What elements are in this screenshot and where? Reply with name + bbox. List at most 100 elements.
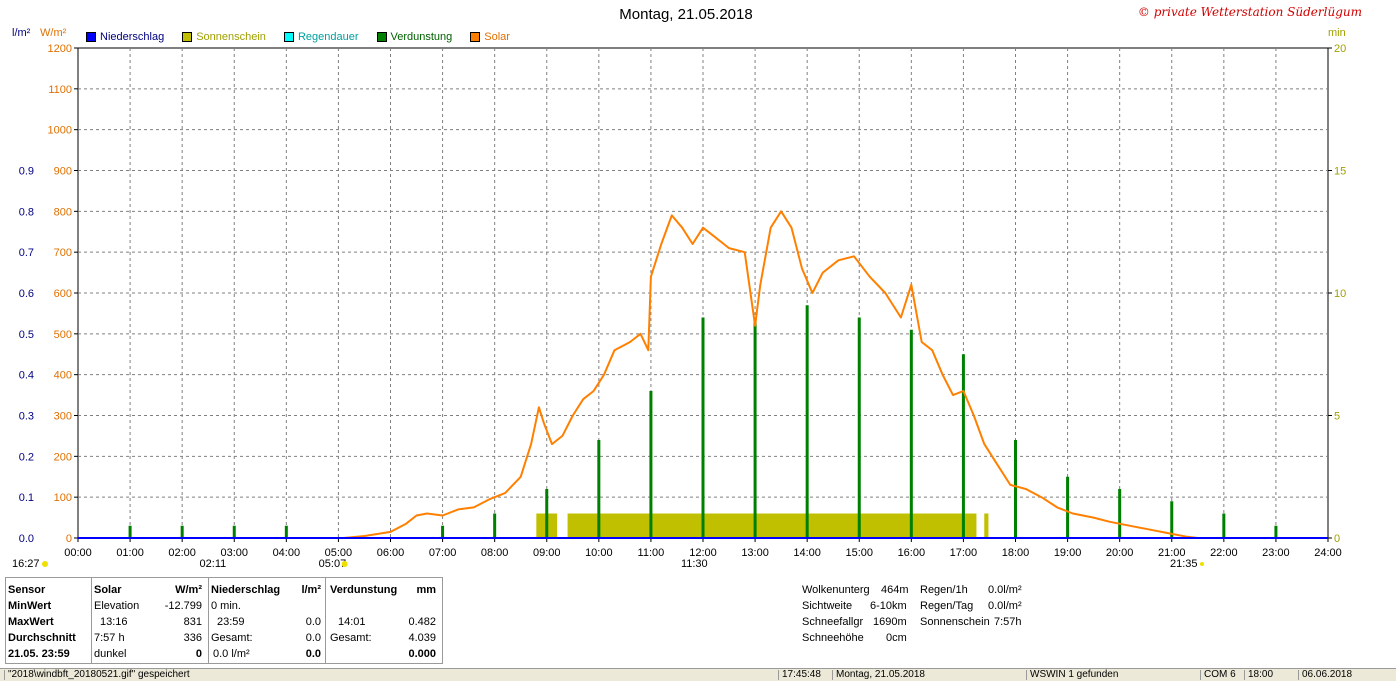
y-tick-label-precip: 0.6 [19,288,34,300]
verdunstung-spike [232,525,236,538]
x-tick-label: 02:00 [168,547,196,559]
x-tick-label: 06:00 [377,547,405,559]
verdunstung-spike [1066,476,1070,538]
sonnenschein-bar [984,513,989,538]
legend-item-niederschlag[interactable]: Niederschlag [86,31,164,43]
stats-col-verdunstung: Verdunstung mm 14:01 0.482 Gesamt: 4.039… [330,584,436,660]
y-tick-label-minutes: 15 [1334,166,1346,178]
legend-item-regendauer[interactable]: Regendauer [283,31,359,43]
status-date: Montag, 21.05.2018 [832,670,1026,680]
unit-solar: W/m² [40,27,67,39]
x-tick-label: 21:00 [1158,547,1186,559]
verdunstung-spike [493,513,497,538]
copyright-text: © private Wetterstation Süderlügum [1137,5,1362,19]
verdunstung-spike [597,440,601,538]
x-tick-label: 09:00 [533,547,561,559]
verdunstung-spike [128,525,132,538]
stats-col-sensor: Sensor MinWert MaxWert Durchschnitt 21.0… [8,584,76,660]
y-tick-label-precip: 0.0 [19,533,34,545]
y-tick-label-precip: 0.1 [19,492,34,504]
stats-divider [325,578,326,663]
verdunstung-spike [441,525,445,538]
y-tick-label-minutes: 0 [1334,533,1340,545]
solar-line [343,210,1198,539]
y-tick-label-solar: 400 [54,370,72,382]
verdunstung-spike [1274,525,1278,538]
y-tick-label-solar: 100 [54,492,72,504]
x-tick-label: 04:00 [273,547,301,559]
verdunstung-spike [1222,513,1226,538]
unit-minutes: min [1328,27,1346,39]
y-tick-label-solar: 1200 [48,43,72,55]
x-tick-label: 17:00 [950,547,978,559]
chart-title: Montag, 21.05.2018 [619,6,753,23]
verdunstung-spike [857,317,861,538]
stats-divider [91,578,92,663]
verdunstung-spike [909,329,913,538]
legend-swatch [283,32,294,42]
verdunstung-spike [1170,501,1174,538]
status-com: COM 6 [1200,670,1244,680]
y-tick-label-precip: 0.2 [19,451,34,463]
y-tick-label-precip: 0.9 [19,166,34,178]
legend-item-verdunstung[interactable]: Verdunstung [376,31,452,43]
x-tick-label: 11:00 [638,547,665,559]
status-clock: 18:00 [1244,670,1298,680]
marker-label: 21:35 [1170,558,1198,570]
marker-label: 05:07 [319,558,347,570]
y-tick-label-solar: 0 [66,533,72,545]
status-time: 17:45:48 [778,670,832,680]
verdunstung-spike [701,317,705,538]
y-tick-label-solar: 500 [54,329,72,341]
y-tick-label-solar: 1100 [48,84,72,96]
verdunstung-spike [180,525,184,538]
x-tick-label: 24:00 [1314,547,1342,559]
y-tick-label-precip: 0.8 [19,206,34,218]
verdunstung-spike [649,391,653,538]
x-tick-label: 05:00 [325,547,353,559]
status-file: "2018\windbft_20180521.gif" gespeichert [4,670,778,680]
y-tick-label-solar: 800 [54,206,72,218]
x-tick-label: 22:00 [1210,547,1238,559]
status-today: 06.06.2018 [1298,670,1392,680]
verdunstung-spike [805,305,809,538]
legend-item-solar[interactable]: Solar [470,31,510,43]
stats-panel: Sensor MinWert MaxWert Durchschnitt 21.0… [5,577,443,664]
x-tick-label: 20:00 [1106,547,1134,559]
x-tick-label: 23:00 [1262,547,1290,559]
verdunstung-spike [961,354,965,538]
x-tick-label: 10:00 [585,547,613,559]
x-tick-label: 12:00 [689,547,717,559]
y-tick-label-solar: 700 [54,247,72,259]
y-tick-label-minutes: 5 [1334,411,1340,423]
marker-dot [42,561,48,567]
legend-swatch [86,32,96,42]
y-tick-label-solar: 1000 [48,125,72,137]
y-tick-label-solar: 200 [54,451,72,463]
legend-swatch [470,32,481,42]
x-tick-label: 01:00 [116,547,144,559]
y-tick-label-minutes: 10 [1334,288,1346,300]
legend-swatch [376,32,387,42]
marker-dot [341,561,348,567]
legend-swatch [182,32,193,42]
legend-item-sonnenschein[interactable]: Sonnenschein [182,31,266,43]
stats-col-niederschlag: Niederschlag l/m² 0 min. 23:59 0.0 Gesam… [211,584,321,660]
x-tick-label: 00:00 [64,547,92,559]
unit-precip: l/m² [12,27,31,39]
y-tick-label-precip: 0.5 [19,329,34,341]
y-tick-label-solar: 900 [54,166,72,178]
marker-label: 02:11 [200,558,227,570]
x-tick-label: 18:00 [1002,547,1030,559]
x-tick-label: 15:00 [845,547,873,559]
y-tick-label-solar: 300 [54,411,72,423]
verdunstung-spike [1118,489,1122,538]
marker-label: 16:27 [12,558,40,570]
status-wswin: WSWIN 1 gefunden [1026,670,1200,680]
y-tick-label-precip: 0.3 [19,411,34,423]
x-tick-label: 14:00 [793,547,821,559]
legend: Niederschlag Sonnenschein Regendauer Ver… [86,31,528,43]
y-tick-label-precip: 0.4 [19,370,34,382]
x-tick-label: 16:00 [898,547,926,559]
